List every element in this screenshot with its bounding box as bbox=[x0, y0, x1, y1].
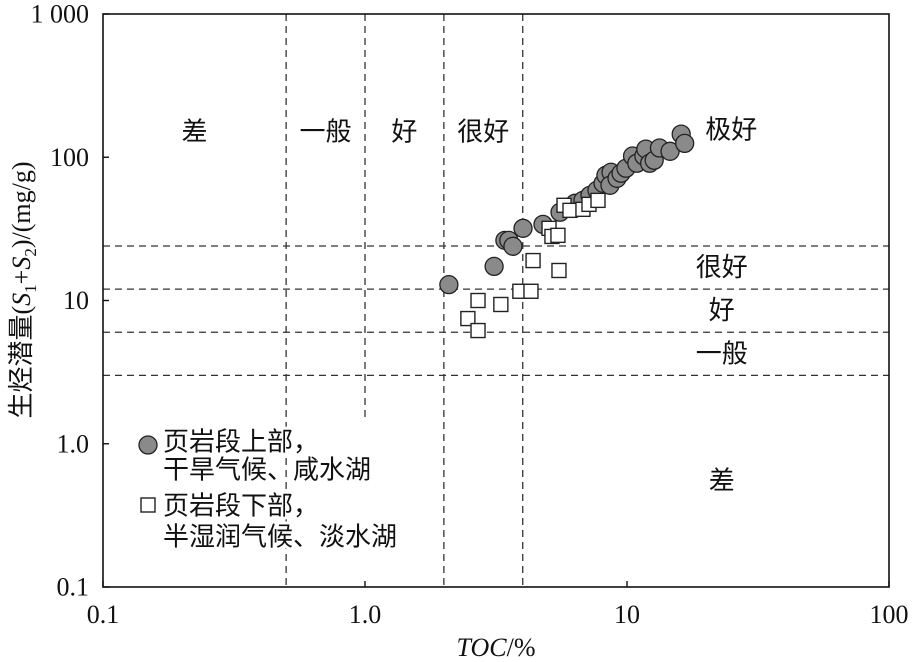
legend-label: 页岩段上部， bbox=[163, 428, 319, 457]
threshold-lines bbox=[103, 14, 889, 587]
square-data-point bbox=[470, 292, 486, 309]
square-data-point bbox=[551, 262, 567, 279]
circle-data-point bbox=[660, 141, 680, 161]
axis-label-part: )/(mg/g) bbox=[7, 162, 36, 249]
square-data-point bbox=[493, 296, 509, 313]
y-tick-label: 0.1 bbox=[57, 573, 90, 602]
square-data-point bbox=[470, 322, 486, 339]
square-data-point bbox=[550, 227, 566, 244]
s1s2-class-label: 好 bbox=[709, 296, 735, 325]
legend-label: 干旱气候、咸水湖 bbox=[163, 456, 371, 485]
y-axis-label: 生烃潜量(S1+S2)/(mg/g) bbox=[7, 162, 40, 419]
y-tick-label: 1 000 bbox=[31, 0, 90, 29]
axis-label-part: S bbox=[7, 293, 36, 306]
toc-class-label: 一般 bbox=[300, 118, 352, 147]
axis-label-part: 生烃潜量( bbox=[7, 306, 36, 419]
legend-entry: 页岩段上部，干旱气候、咸水湖 bbox=[138, 425, 374, 488]
axis-label-part: /% bbox=[507, 633, 536, 662]
legend-circle-marker bbox=[138, 435, 158, 455]
axis-label-part: TOC bbox=[457, 633, 508, 662]
x-tick-label: 0.1 bbox=[87, 600, 120, 629]
legend-label: 半湿润气候、淡水湖 bbox=[163, 523, 397, 552]
s1s2-class-label: 差 bbox=[709, 467, 735, 496]
s1s2-class-label: 一般 bbox=[696, 339, 748, 368]
class-labels: 差一般好很好差一般好很好极好 bbox=[182, 115, 758, 495]
square-series bbox=[460, 192, 606, 339]
axis-label-part: S bbox=[7, 257, 36, 270]
toc-class-label: 差 bbox=[182, 118, 208, 147]
x-tick-label: 100 bbox=[870, 600, 909, 629]
x-tick-label: 10 bbox=[614, 600, 640, 629]
axis-label-part: + bbox=[7, 270, 36, 285]
toc-class-label: 很好 bbox=[457, 118, 509, 147]
data-series bbox=[439, 124, 695, 339]
y-axis: 0.1 1.0 10 100 1 000 bbox=[31, 0, 109, 602]
circle-data-point bbox=[513, 218, 533, 238]
square-data-point bbox=[562, 202, 578, 219]
excellent-class-label: 极好 bbox=[705, 115, 757, 144]
toc-class-label: 好 bbox=[391, 118, 417, 147]
square-data-point bbox=[460, 310, 476, 327]
axis-label-part: 1 bbox=[21, 284, 40, 293]
circle-data-point bbox=[503, 236, 523, 256]
s1s2-class-label: 很好 bbox=[696, 253, 748, 282]
square-data-point bbox=[590, 192, 606, 209]
y-tick-label: 10 bbox=[63, 286, 89, 315]
square-data-point bbox=[523, 283, 539, 299]
circle-series bbox=[439, 124, 695, 295]
circle-data-point bbox=[675, 133, 695, 154]
legend-square-marker bbox=[140, 497, 156, 513]
y-tick-label: 100 bbox=[50, 143, 89, 172]
x-tick-label: 1.0 bbox=[349, 600, 382, 629]
legend-label: 页岩段下部， bbox=[163, 492, 319, 521]
x-axis: 0.1 1.0 10 100 bbox=[87, 581, 909, 629]
square-data-point bbox=[525, 252, 541, 269]
x-axis-label: TOC/% bbox=[457, 633, 536, 662]
circle-data-point bbox=[484, 256, 504, 277]
axis-label-part: 2 bbox=[21, 248, 40, 257]
y-tick-label: 1.0 bbox=[57, 429, 90, 458]
circle-data-point bbox=[439, 275, 459, 295]
legend-entry: 页岩段下部，半湿润气候、淡水湖 bbox=[140, 489, 400, 555]
